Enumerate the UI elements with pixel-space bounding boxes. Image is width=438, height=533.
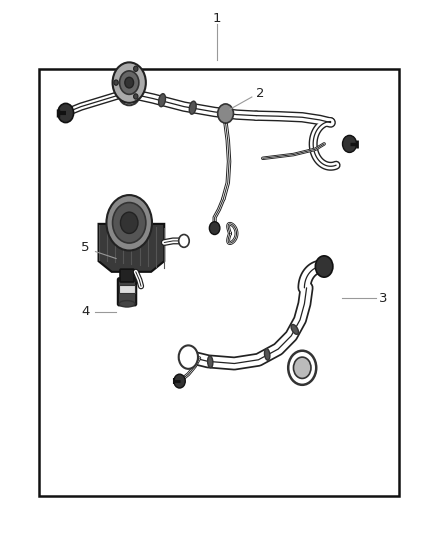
Circle shape [106, 195, 152, 251]
Circle shape [120, 71, 139, 94]
Text: 3: 3 [379, 292, 388, 305]
Circle shape [179, 235, 189, 247]
Circle shape [113, 203, 146, 243]
Text: 2: 2 [256, 87, 265, 100]
Ellipse shape [159, 94, 166, 107]
Text: 1: 1 [212, 12, 221, 25]
Ellipse shape [265, 349, 270, 360]
Circle shape [120, 212, 138, 233]
Circle shape [288, 351, 316, 385]
FancyBboxPatch shape [120, 269, 134, 282]
Circle shape [125, 77, 134, 88]
Circle shape [113, 62, 146, 103]
Ellipse shape [208, 356, 213, 368]
Circle shape [218, 104, 233, 123]
Circle shape [114, 80, 118, 85]
Ellipse shape [189, 101, 196, 114]
Circle shape [179, 345, 198, 369]
Circle shape [58, 103, 74, 123]
Circle shape [134, 94, 138, 99]
Bar [119, 285, 135, 293]
Circle shape [343, 135, 357, 152]
Polygon shape [99, 224, 164, 272]
Circle shape [134, 66, 138, 71]
Circle shape [209, 222, 220, 235]
Text: 4: 4 [81, 305, 90, 318]
Circle shape [174, 374, 185, 388]
Bar [39, 69, 399, 496]
Circle shape [293, 357, 311, 378]
Ellipse shape [119, 301, 135, 307]
Text: 5: 5 [81, 241, 90, 254]
Circle shape [315, 256, 333, 277]
FancyBboxPatch shape [118, 278, 136, 305]
Ellipse shape [291, 325, 298, 334]
